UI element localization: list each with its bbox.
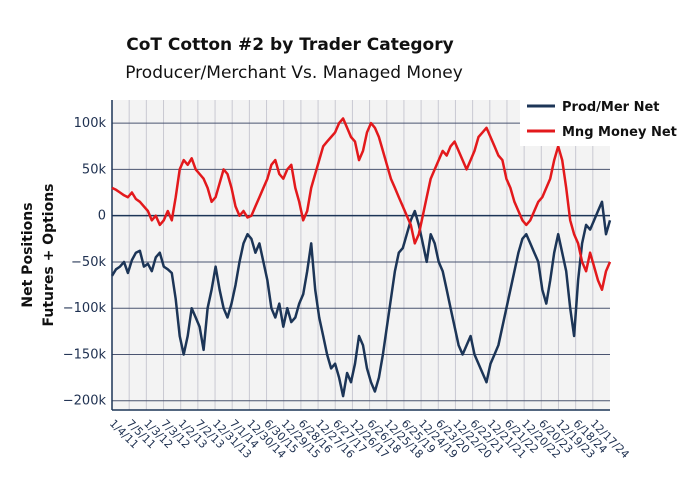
chart-subtitle: Producer/Merchant Vs. Managed Money bbox=[125, 63, 463, 83]
series-line-prod-mer-net bbox=[110, 200, 612, 398]
y-tick-label: −100k bbox=[63, 301, 107, 316]
series-layer bbox=[110, 117, 612, 398]
legend-background bbox=[520, 92, 695, 146]
legend-label-prod-mer: Prod/Mer Net bbox=[562, 100, 660, 115]
chart-title: CoT Cotton #2 by Trader Category bbox=[126, 35, 453, 55]
y-tick-label: −50k bbox=[71, 255, 106, 270]
y-axis-ticks: 100k 50k 0 −50k −100k −150k −200k bbox=[63, 116, 107, 409]
y-tick-label: −200k bbox=[63, 394, 107, 409]
y-axis-label-line1: Net Positions bbox=[20, 202, 36, 307]
series-line-mng-money-net bbox=[111, 117, 612, 291]
y-axis-label-line2: Futures + Options bbox=[41, 183, 57, 326]
plot-background bbox=[112, 100, 610, 410]
y-tick-label: 100k bbox=[74, 116, 107, 131]
y-tick-label: 50k bbox=[82, 162, 107, 177]
x-axis-ticks: 1/4/117/5/111/3/127/3/121/2/137/2/1312/3… bbox=[107, 417, 632, 461]
y-tick-label: −150k bbox=[63, 347, 107, 362]
y-tick-label: 0 bbox=[98, 209, 106, 224]
grid-layer bbox=[111, 100, 610, 411]
legend-label-mng-money: Mng Money Net bbox=[562, 125, 677, 140]
